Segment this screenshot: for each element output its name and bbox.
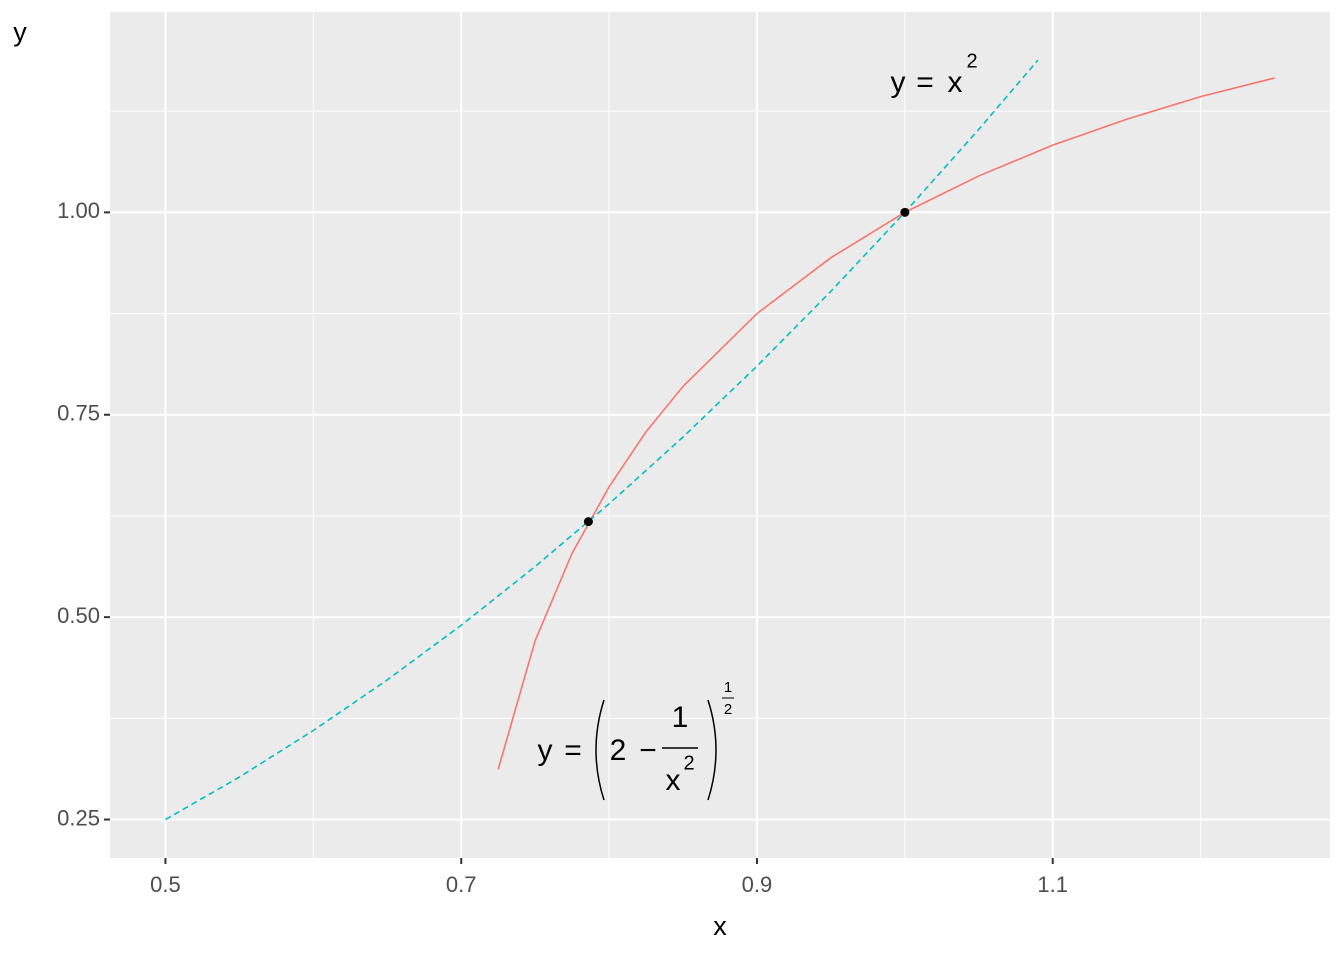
y-tick-label: 0.25 bbox=[57, 805, 100, 830]
annotation-text: y bbox=[538, 734, 553, 767]
x-tick-label: 0.7 bbox=[446, 872, 477, 897]
annotation-text: x bbox=[666, 764, 681, 797]
paren bbox=[707, 699, 717, 801]
annotation-square: y = x 2 bbox=[891, 50, 978, 99]
annotation-text: 2 bbox=[966, 50, 977, 72]
annotation-root: y = 2 − 1 x 2 1 2 bbox=[538, 679, 734, 801]
y-tick-label: 0.75 bbox=[57, 401, 100, 426]
annotation-text: y bbox=[891, 66, 906, 99]
series-line bbox=[497, 77, 1275, 770]
intersection-point bbox=[900, 207, 910, 217]
annotation-text: 1 bbox=[724, 679, 732, 696]
x-tick-label: 0.9 bbox=[742, 872, 773, 897]
annotation-text: − bbox=[639, 734, 657, 767]
panel bbox=[110, 12, 1330, 858]
y-tick-label: 1.00 bbox=[57, 198, 100, 223]
grid bbox=[110, 12, 1330, 858]
annotation-text: 2 bbox=[683, 752, 694, 774]
plot-lines bbox=[165, 59, 1275, 821]
x-tick-label: 1.1 bbox=[1037, 872, 1068, 897]
y-axis-title: y bbox=[13, 17, 27, 47]
paren bbox=[595, 699, 605, 801]
annotation-text: = bbox=[564, 734, 582, 767]
annotation-text: 2 bbox=[610, 734, 627, 767]
annotation-text: 2 bbox=[724, 701, 732, 718]
annotation-text: = bbox=[916, 66, 934, 99]
x-tick-label: 0.5 bbox=[150, 872, 181, 897]
annotation-text: x bbox=[948, 66, 963, 99]
annotation-text: 1 bbox=[672, 701, 689, 734]
x-axis-title: x bbox=[713, 911, 727, 941]
y-tick-label: 0.50 bbox=[57, 603, 100, 628]
intersection-point bbox=[583, 517, 593, 527]
